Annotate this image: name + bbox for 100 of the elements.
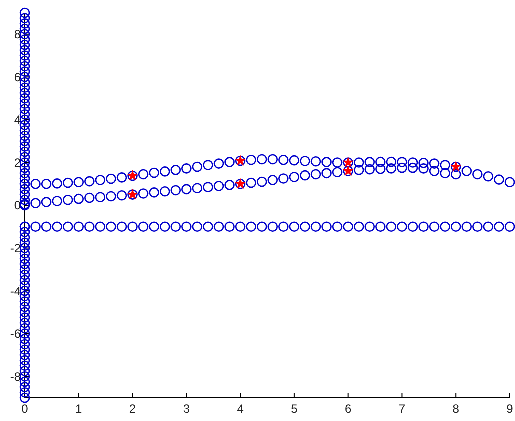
point (354, 222, 364, 232)
point (20, 328, 30, 339)
point (20, 371, 30, 382)
point (149, 168, 160, 178)
point (20, 259, 30, 270)
point (20, 382, 30, 392)
y-tick-label: -4 (10, 284, 22, 298)
point (41, 178, 52, 190)
point (386, 164, 397, 174)
point (397, 157, 408, 168)
point (429, 166, 440, 176)
point (20, 34, 30, 45)
point (256, 154, 268, 165)
point (20, 339, 30, 350)
point (300, 170, 310, 181)
point (41, 222, 52, 232)
y-tick-label: 6 (14, 70, 22, 84)
point (494, 222, 504, 232)
point (20, 61, 30, 72)
point (494, 174, 504, 185)
point (170, 222, 182, 232)
x-tick-label: 3 (183, 402, 190, 416)
point (20, 125, 30, 136)
point (52, 222, 62, 232)
point (20, 174, 30, 184)
point (20, 376, 30, 388)
point (74, 177, 84, 188)
point (322, 168, 332, 179)
point (116, 190, 128, 201)
point (20, 66, 30, 77)
x-tick-label: 7 (398, 402, 406, 416)
point (214, 158, 224, 169)
point (20, 232, 30, 243)
point (20, 318, 30, 328)
point (20, 190, 30, 200)
point (20, 392, 30, 404)
point (160, 166, 170, 177)
point (106, 222, 116, 232)
point (462, 166, 472, 176)
point (462, 222, 472, 232)
point (20, 142, 30, 152)
point (182, 184, 192, 195)
point (332, 158, 343, 168)
point (472, 169, 483, 180)
point (418, 222, 429, 232)
point (289, 172, 300, 182)
point (20, 24, 30, 34)
point (429, 158, 440, 169)
point (20, 162, 30, 174)
point (483, 171, 494, 182)
point (20, 360, 30, 372)
point (30, 198, 41, 209)
point (472, 222, 483, 232)
point (20, 8, 30, 18)
point (20, 307, 30, 318)
point (20, 45, 30, 56)
point (20, 136, 30, 146)
point (20, 254, 30, 264)
point (182, 222, 192, 232)
point (440, 168, 450, 179)
point (20, 296, 30, 307)
point (20, 13, 30, 24)
x-tick-label: 9 (506, 402, 514, 416)
point (74, 222, 84, 232)
point (20, 98, 30, 110)
point (289, 222, 300, 232)
point (376, 156, 386, 168)
point (95, 222, 106, 232)
point (322, 157, 332, 168)
point (20, 302, 30, 312)
point (256, 222, 268, 232)
point (386, 156, 397, 168)
point (418, 158, 429, 168)
x-tick-label: 8 (452, 402, 460, 416)
point (106, 191, 116, 202)
point (332, 222, 343, 232)
point (95, 175, 106, 186)
point (246, 178, 256, 188)
point (116, 222, 128, 232)
y-tick-label: 8 (14, 28, 22, 42)
point (504, 222, 515, 232)
point (289, 155, 300, 166)
point (160, 222, 170, 232)
y-tick-label: -8 (10, 370, 22, 384)
point (41, 197, 52, 208)
point (62, 222, 74, 232)
point (343, 222, 354, 232)
point (20, 270, 30, 280)
point (20, 388, 30, 398)
point (278, 155, 289, 166)
point (20, 350, 30, 360)
point (310, 169, 322, 180)
point (20, 82, 30, 94)
point (20, 158, 30, 168)
point (224, 157, 235, 168)
point (170, 165, 182, 176)
point (450, 222, 462, 232)
point (138, 188, 149, 199)
point (182, 164, 192, 174)
point (20, 275, 30, 286)
